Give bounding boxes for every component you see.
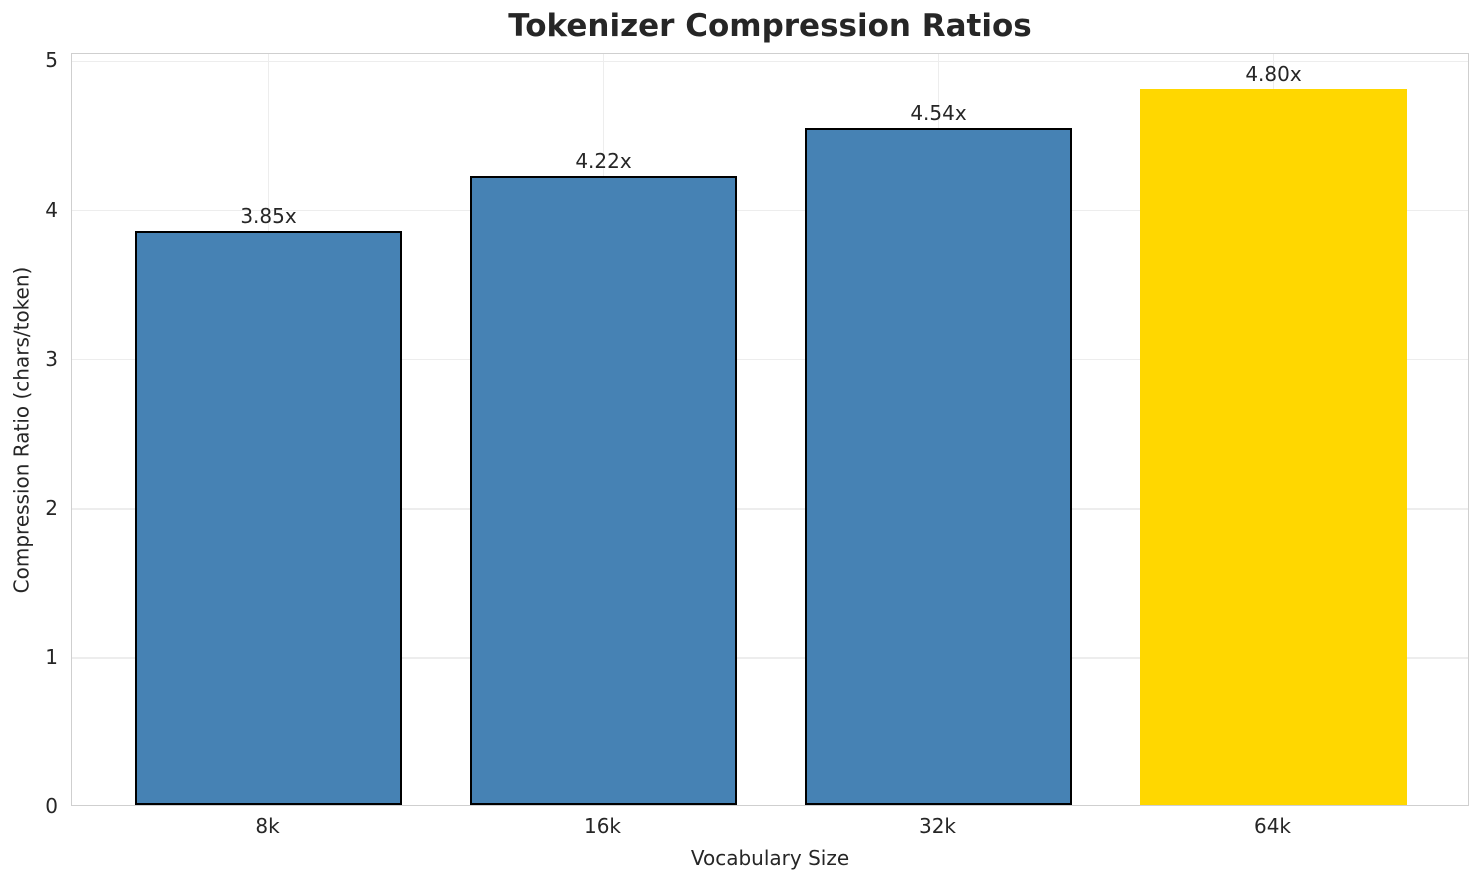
x-axis-label: Vocabulary Size <box>690 846 850 870</box>
h-gridline <box>72 358 1468 361</box>
y-axis-label: Compression Ratio (chars/token) <box>9 266 33 593</box>
h-gridline <box>72 209 1468 212</box>
bar-value-label: 4.54x <box>910 101 967 126</box>
h-gridline <box>72 657 1468 659</box>
x-tick-label: 8k <box>255 814 280 838</box>
y-tick-label: 2 <box>45 495 58 520</box>
y-tick-label: 5 <box>45 48 58 73</box>
bar-value-label: 3.85x <box>240 203 297 228</box>
chart-title: Tokenizer Compression Ratios <box>508 8 1032 44</box>
y-tick-label: 3 <box>45 346 58 371</box>
bar <box>470 175 737 805</box>
y-axis-label-wrap: Compression Ratio (chars/token) <box>6 53 36 806</box>
y-tick-label: 1 <box>45 644 58 669</box>
h-gridline <box>72 60 1468 63</box>
plot-area: 3.85x 4.22x 4.54x 4.80x <box>71 53 1469 806</box>
bar-value-label: 4.22x <box>575 148 632 173</box>
x-tick-label: 64k <box>1253 814 1292 838</box>
y-tick-label: 0 <box>45 794 58 818</box>
x-tick-label: 16k <box>583 814 622 838</box>
bar <box>135 230 402 805</box>
bar <box>805 128 1072 805</box>
h-gridline <box>72 508 1468 510</box>
bar <box>1140 89 1407 805</box>
bar-value-label: 4.80x <box>1245 62 1302 87</box>
x-tick-label: 32k <box>918 814 957 838</box>
y-tick-label: 4 <box>45 197 58 222</box>
